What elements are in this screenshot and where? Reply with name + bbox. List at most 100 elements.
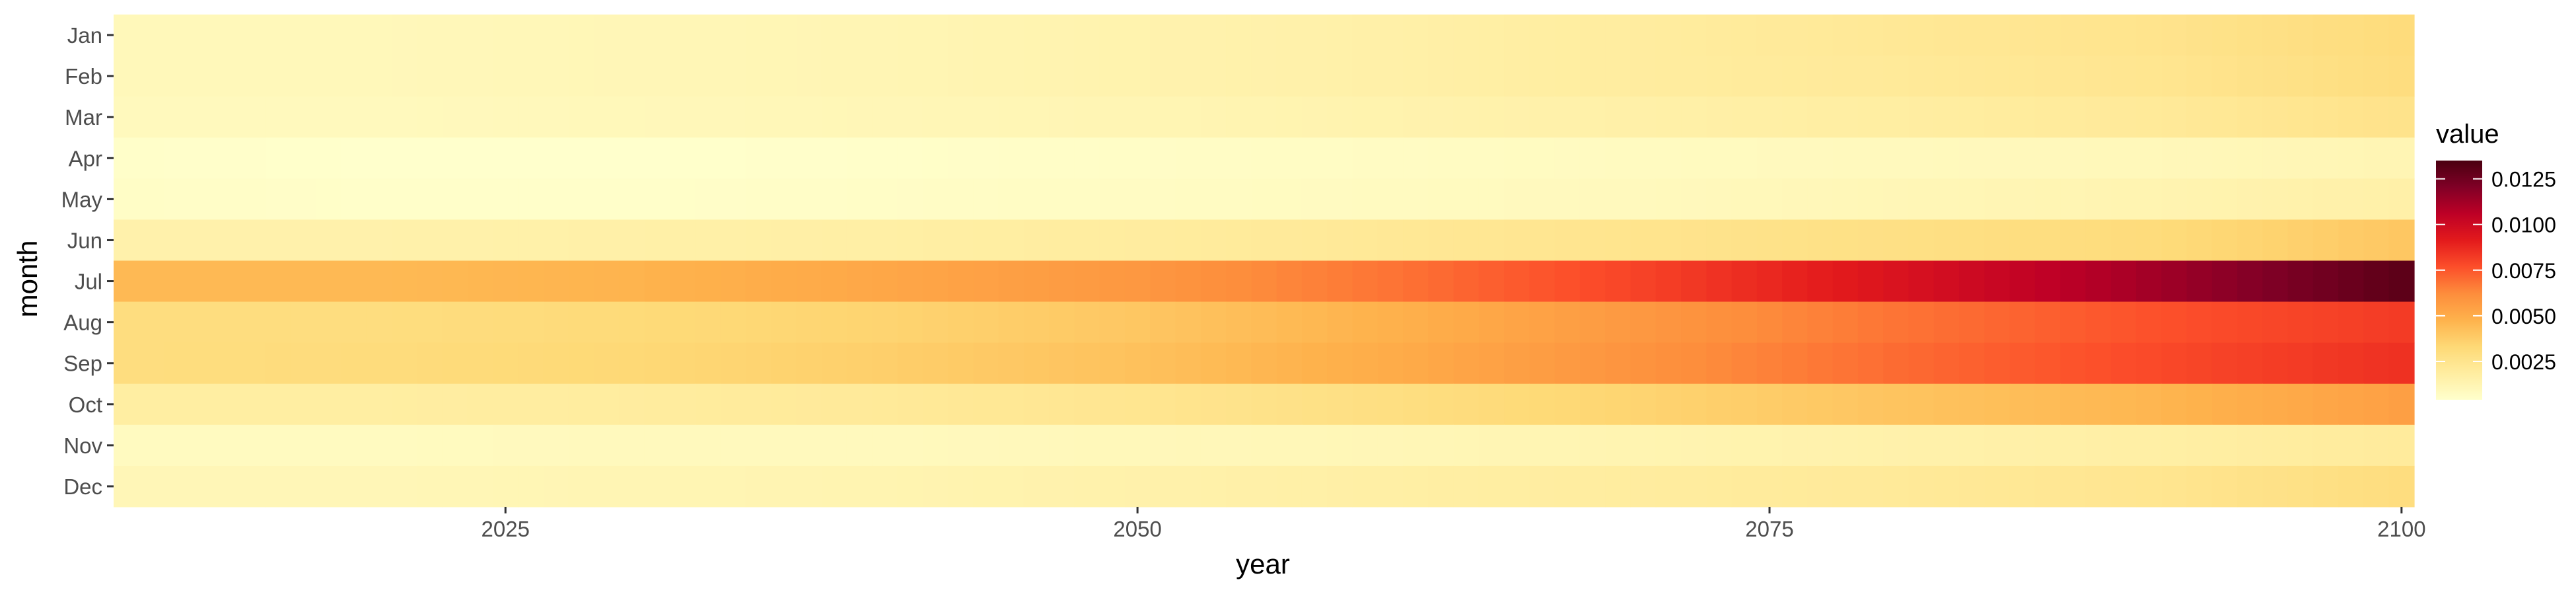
heatmap-cell	[1352, 137, 1378, 179]
heatmap-cell	[1453, 56, 1480, 97]
heatmap-cell	[2338, 15, 2365, 56]
heatmap-cell	[1124, 424, 1151, 467]
heatmap-cell	[467, 301, 493, 344]
heatmap-cell	[1933, 178, 1960, 221]
heatmap-cell	[1074, 137, 1100, 179]
heatmap-cell	[2161, 96, 2188, 138]
heatmap-cell	[568, 383, 594, 426]
heatmap-cell	[973, 301, 999, 344]
heatmap-cell	[2110, 260, 2137, 303]
heatmap-cell	[139, 260, 165, 303]
heatmap-cell	[1226, 465, 1252, 507]
heatmap-cell	[796, 260, 822, 303]
heatmap-cell	[1933, 96, 1960, 138]
heatmap-cell	[1251, 465, 1277, 507]
heatmap-cell	[518, 383, 544, 426]
y-tick-label-nov: Nov	[63, 433, 102, 458]
heatmap-cell	[2211, 137, 2238, 179]
heatmap-cell	[189, 219, 215, 262]
heatmap-cell	[1175, 96, 1201, 138]
heatmap-cell	[1478, 260, 1505, 303]
heatmap-cell	[1049, 96, 1075, 138]
heatmap-cell	[771, 342, 797, 385]
heatmap-cell	[846, 465, 873, 507]
heatmap-cell	[2363, 96, 2390, 138]
heatmap-cell	[998, 137, 1024, 179]
heatmap-cell	[240, 56, 266, 97]
heatmap-cell	[846, 383, 873, 426]
heatmap-cell	[796, 56, 822, 97]
heatmap-cell	[2312, 15, 2339, 56]
heatmap-cell	[2161, 56, 2188, 97]
heatmap-cell	[2135, 342, 2162, 385]
heatmap-cell	[1908, 301, 1935, 344]
heatmap-cell	[1175, 301, 1201, 344]
heatmap-cell	[897, 219, 923, 262]
heatmap-cell	[619, 383, 645, 426]
heatmap-cell	[442, 96, 468, 138]
heatmap-cell	[1150, 137, 1176, 179]
heatmap-cell	[417, 342, 443, 385]
heatmap-cell	[821, 137, 847, 179]
heatmap-cell	[2009, 178, 2036, 221]
heatmap-cell	[670, 137, 696, 179]
heatmap-cell	[1124, 465, 1151, 507]
heatmap-cell	[1504, 137, 1530, 179]
heatmap-cell	[265, 137, 291, 179]
heatmap-cell	[1226, 219, 1252, 262]
heatmap-cell	[2161, 178, 2188, 221]
heatmap-cell	[1807, 96, 1834, 138]
heatmap-cell	[1327, 465, 1353, 507]
heatmap-cell	[1352, 424, 1378, 467]
heatmap-cell	[1630, 424, 1657, 467]
heatmap-cell	[1124, 383, 1151, 426]
heatmap-cell	[114, 342, 139, 385]
heatmap-cell	[290, 219, 316, 262]
heatmap-cell	[189, 96, 215, 138]
heatmap-cell	[872, 178, 898, 221]
heatmap-cell	[316, 260, 342, 303]
heatmap-cell	[1301, 342, 1328, 385]
heatmap-cell	[998, 301, 1024, 344]
heatmap-cell	[215, 56, 240, 97]
heatmap-cell	[2110, 137, 2137, 179]
heatmap-cell	[1756, 137, 1783, 179]
heatmap-cell	[1933, 383, 1960, 426]
heatmap-cell	[1857, 342, 1884, 385]
heatmap-cell	[1276, 424, 1303, 467]
heatmap-cell	[518, 260, 544, 303]
heatmap-cell	[1074, 56, 1100, 97]
heatmap-cell	[2312, 56, 2339, 97]
heatmap-cell	[2186, 56, 2213, 97]
heatmap-cell	[1150, 178, 1176, 221]
heatmap-cell	[2034, 219, 2061, 262]
heatmap-cell	[1529, 465, 1556, 507]
heatmap-cell	[998, 260, 1024, 303]
heatmap-cell	[392, 301, 417, 344]
heatmap-cell	[1807, 424, 1834, 467]
heatmap-cell	[2060, 260, 2087, 303]
heatmap-cell	[2211, 96, 2238, 138]
heatmap-cell	[467, 342, 493, 385]
heatmap-cell	[1731, 260, 1758, 303]
heatmap-cell	[1756, 301, 1783, 344]
heatmap-cell	[139, 15, 165, 56]
heatmap-cell	[1150, 56, 1176, 97]
heatmap-cell	[518, 465, 544, 507]
heatmap-cell	[1756, 424, 1783, 467]
heatmap-cell	[897, 96, 923, 138]
heatmap-cell	[594, 15, 620, 56]
heatmap-cell	[670, 15, 696, 56]
heatmap-cell	[1200, 219, 1227, 262]
heatmap-cell	[467, 15, 493, 56]
heatmap-cell	[1352, 15, 1378, 56]
heatmap-cell	[2009, 465, 2036, 507]
heatmap-cell	[1857, 219, 1884, 262]
heatmap-cell	[493, 137, 519, 179]
heatmap-cell	[1959, 219, 1985, 262]
heatmap-cell	[1630, 219, 1657, 262]
heatmap-cell	[796, 342, 822, 385]
heatmap-cell	[1782, 96, 1808, 138]
colorbar-tick-label: 0.0025	[2491, 350, 2556, 374]
